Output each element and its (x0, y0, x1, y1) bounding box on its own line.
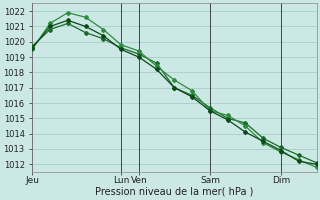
X-axis label: Pression niveau de la mer( hPa ): Pression niveau de la mer( hPa ) (95, 187, 253, 197)
